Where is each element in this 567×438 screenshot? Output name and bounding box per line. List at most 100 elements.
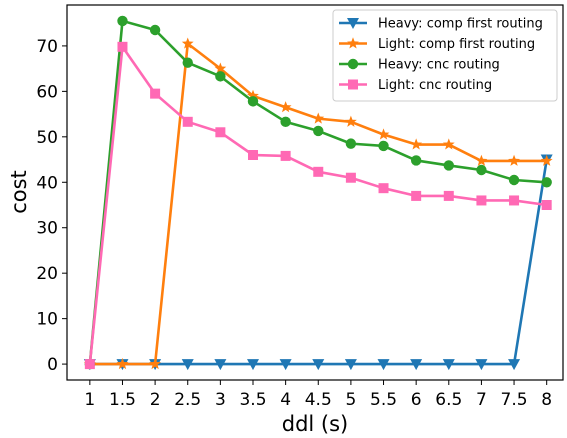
- data-point: [149, 357, 161, 370]
- x-tick-label: 6: [411, 390, 422, 410]
- data-point: [378, 183, 389, 194]
- legend-label: Heavy: comp first routing: [378, 17, 543, 32]
- data-point: [410, 155, 422, 166]
- data-point: [280, 116, 291, 128]
- x-tick-label: 5: [345, 390, 356, 410]
- legend-item: Light: cnc routing: [339, 78, 492, 93]
- data-point: [280, 150, 291, 161]
- data-point: [345, 172, 356, 183]
- data-point: [248, 150, 258, 160]
- data-point: [149, 24, 161, 36]
- data-point: [475, 359, 488, 371]
- data-point: [377, 359, 390, 371]
- data-point: [508, 359, 521, 371]
- data-point: [508, 154, 520, 166]
- data-point: [214, 62, 227, 74]
- data-point: [181, 37, 194, 49]
- legend-marker: [348, 79, 358, 90]
- x-tick-label: 1: [84, 390, 95, 410]
- data-point: [410, 138, 423, 150]
- x-tick-label: 2: [150, 390, 161, 410]
- legend-box: [332, 9, 558, 102]
- data-point: [279, 101, 292, 113]
- data-point: [443, 160, 454, 171]
- x-tick-label: 4: [280, 390, 291, 410]
- data-point: [150, 88, 161, 99]
- x-tick-label: 3: [215, 390, 226, 410]
- data-point: [541, 200, 552, 210]
- data-point: [541, 177, 552, 188]
- data-point: [442, 359, 455, 371]
- legend-item: Heavy: comp first routing: [339, 17, 543, 32]
- data-point: [312, 359, 325, 371]
- legend-label: Light: comp first routing: [378, 37, 535, 52]
- data-point: [476, 164, 487, 176]
- data-point: [247, 96, 259, 107]
- data-point: [247, 89, 259, 101]
- x-tick-label: 7.5: [501, 390, 528, 410]
- x-tick-label: 7: [476, 390, 487, 410]
- legend-marker: [347, 58, 359, 70]
- series-layer: [83, 15, 553, 371]
- x-tick-label: 5.5: [370, 390, 397, 410]
- data-point: [247, 359, 259, 371]
- y-tick-label: 20: [36, 264, 58, 284]
- plot-frame: [66, 4, 564, 381]
- legend: Heavy: comp first routing Light: comp fir…: [332, 9, 558, 102]
- x-tick-label: 6.5: [435, 390, 462, 410]
- data-point: [84, 359, 95, 370]
- y-tick-label: 60: [36, 82, 58, 102]
- data-point: [313, 166, 324, 177]
- data-point: [345, 115, 357, 127]
- y-tick-label: 70: [36, 37, 58, 57]
- legend-item: Heavy: cnc routing: [339, 58, 500, 73]
- x-axis-label: ddl (s): [282, 412, 349, 436]
- y-tick-label: 10: [36, 310, 58, 330]
- legend-label: Light: cnc routing: [378, 78, 492, 93]
- data-point: [181, 359, 194, 371]
- y-axis-label: cost: [7, 170, 31, 214]
- data-point: [509, 195, 520, 206]
- data-point: [312, 112, 325, 124]
- data-point: [344, 359, 357, 371]
- y-tick-label: 50: [36, 128, 58, 148]
- data-point: [540, 154, 553, 166]
- y-tick-label: 40: [36, 173, 58, 193]
- data-point: [442, 138, 455, 150]
- data-point: [117, 15, 128, 27]
- data-point: [377, 128, 390, 140]
- data-point: [117, 41, 128, 52]
- data-point: [411, 190, 422, 201]
- y-tick-label: 0: [47, 355, 58, 375]
- series-3: [84, 15, 552, 370]
- data-point: [182, 57, 193, 68]
- data-point: [475, 154, 488, 166]
- x-tick-label: 1.5: [109, 390, 136, 410]
- data-point: [508, 174, 520, 186]
- x-tick-label: 4.5: [305, 390, 332, 410]
- data-point: [345, 138, 357, 149]
- data-point: [116, 357, 129, 370]
- x-tick-label: 3.5: [239, 390, 266, 410]
- x-tick-label: 2.5: [174, 390, 201, 410]
- data-point: [215, 71, 226, 82]
- series-4: [84, 41, 552, 370]
- legend-marker: [347, 18, 359, 29]
- x-tick-label: 8: [541, 390, 552, 410]
- x-axis: 1 1.5 2 2.5 3 3.5 4 4.5 5 5.5 6 6.5 7 7.5 8: [84, 380, 552, 410]
- y-axis: 0 10 20 30 40 50 60 70: [36, 37, 67, 375]
- legend-item: Light: comp first routing: [339, 37, 535, 52]
- data-point: [476, 195, 487, 206]
- data-point: [279, 359, 292, 371]
- data-point: [215, 127, 226, 138]
- data-point: [214, 359, 227, 371]
- data-point: [410, 359, 423, 371]
- y-tick-label: 30: [36, 219, 58, 239]
- data-point: [443, 190, 454, 201]
- data-point: [182, 116, 193, 127]
- data-point: [313, 125, 324, 137]
- legend-label: Heavy: cnc routing: [378, 58, 500, 73]
- data-point: [378, 140, 389, 152]
- legend-marker: [347, 37, 359, 49]
